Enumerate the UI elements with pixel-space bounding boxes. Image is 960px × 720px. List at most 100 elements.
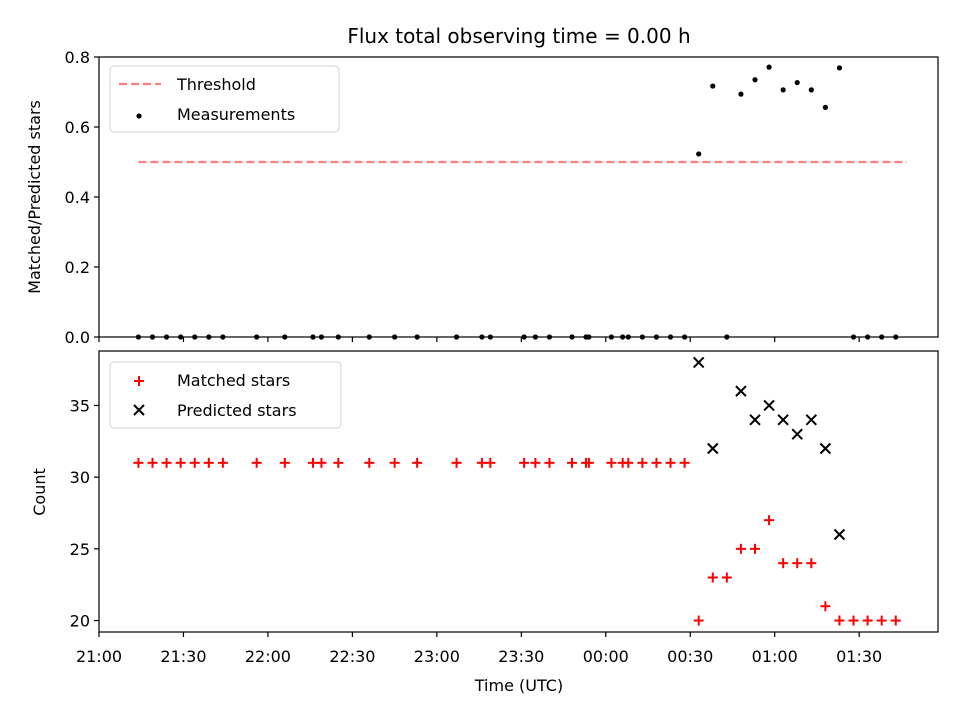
- matched-star-point: [161, 457, 172, 468]
- xtick-label: 00:00: [583, 647, 629, 666]
- measurement-point: [682, 334, 688, 340]
- matched-star-point: [764, 515, 775, 526]
- matched-star-point: [890, 615, 901, 626]
- bottom-ytick-label: 35: [70, 396, 90, 415]
- measurement-point: [192, 334, 198, 340]
- measurement-point: [822, 104, 828, 110]
- matched-star-point: [251, 457, 262, 468]
- measurement-point: [608, 334, 615, 340]
- matched-star-point: [792, 558, 803, 569]
- matched-star-point: [476, 457, 487, 468]
- measurement-point: [752, 77, 758, 83]
- xtick-label: 23:30: [498, 647, 544, 666]
- top-legend: Threshold Measurements: [109, 65, 340, 133]
- matched-star-point: [693, 615, 704, 626]
- legend-predicted-label: Predicted stars: [177, 401, 297, 420]
- matched-star-point: [806, 558, 817, 569]
- predicted-star-point: [833, 528, 846, 541]
- xtick-label: 21:00: [76, 647, 122, 666]
- top-ytick-label: 0.0: [65, 328, 90, 347]
- matched-star-point: [606, 457, 617, 468]
- xtick-label: 01:00: [752, 647, 798, 666]
- measurement-point: [178, 334, 184, 340]
- xtick-label: 00:30: [667, 647, 713, 666]
- measurement-point: [366, 334, 372, 340]
- predicted-star-point: [763, 399, 775, 412]
- matched-star-point: [217, 457, 228, 468]
- matched-star-point: [707, 572, 718, 583]
- matched-star-point: [530, 457, 541, 468]
- measurement-point: [625, 334, 631, 340]
- predicted-star-point: [735, 385, 747, 397]
- predicted-star-point: [791, 428, 803, 440]
- matched-star-point: [651, 457, 662, 468]
- measurement-point: [667, 334, 674, 340]
- top-ytick-label: 0.6: [65, 118, 90, 137]
- legend-measurements-swatch: [136, 113, 142, 119]
- x-axis-label: Time (UTC): [474, 676, 563, 695]
- matched-star-point: [862, 615, 873, 626]
- matched-star-point: [623, 457, 634, 468]
- measurement-point: [414, 334, 420, 340]
- matched-star-point: [749, 543, 760, 554]
- matched-star-point: [333, 457, 344, 468]
- bottom-ytick-label: 30: [70, 468, 90, 487]
- matched-star-point: [834, 615, 845, 626]
- matched-star-point: [147, 457, 158, 468]
- matched-star-point: [679, 457, 690, 468]
- top-ytick-label: 0.8: [65, 48, 90, 67]
- predicted-star-point: [777, 414, 789, 426]
- matched-star-point: [133, 457, 144, 468]
- measurement-point: [586, 334, 592, 340]
- top-panel: 0.00.20.40.60.8 Matched/Predicted stars …: [25, 48, 939, 347]
- matched-star-point: [451, 457, 462, 468]
- matched-star-point: [389, 457, 400, 468]
- predicted-star-point: [805, 414, 818, 426]
- matched-star-point: [820, 601, 831, 612]
- measurement-point: [282, 334, 288, 340]
- measurement-point: [865, 334, 871, 340]
- measurement-point: [696, 151, 702, 157]
- top-ylabel: Matched/Predicted stars: [25, 100, 44, 294]
- matched-star-point: [307, 457, 318, 468]
- measurement-point: [836, 65, 843, 71]
- legend-matched-label: Matched stars: [177, 371, 290, 390]
- measurement-point: [479, 334, 485, 340]
- measurement-point: [163, 334, 170, 340]
- legend-threshold-label: Threshold: [176, 75, 256, 94]
- measurement-point: [879, 334, 885, 340]
- top-ytick-label: 0.2: [65, 258, 90, 277]
- matched-star-point: [637, 457, 648, 468]
- measurement-point: [546, 334, 553, 340]
- matched-star-point: [544, 457, 555, 468]
- matched-star-point: [566, 457, 577, 468]
- measurement-point: [738, 91, 744, 97]
- matched-star-point: [189, 457, 200, 468]
- bottom-ylabel: Count: [30, 468, 49, 516]
- legend-matched-swatch: [134, 376, 144, 386]
- measurement-point: [724, 334, 730, 340]
- xtick-label: 23:00: [414, 647, 460, 666]
- matched-star-point: [876, 615, 887, 626]
- measurement-point: [620, 334, 626, 340]
- predicted-star-point: [692, 356, 705, 369]
- measurement-point: [893, 334, 899, 340]
- bottom-ytick-label: 20: [70, 612, 90, 631]
- matched-star-point: [848, 615, 859, 626]
- measurement-point: [149, 334, 156, 340]
- measurement-point: [766, 64, 772, 70]
- measurement-point: [639, 334, 645, 340]
- measurement-point: [487, 334, 493, 340]
- measurement-point: [310, 334, 316, 340]
- measurement-point: [254, 334, 260, 340]
- legend-predicted-swatch: [133, 404, 145, 416]
- matched-star-point: [665, 457, 676, 468]
- measurement-point: [135, 334, 142, 340]
- measurement-point: [710, 83, 716, 89]
- matched-star-point: [721, 572, 732, 583]
- measurement-point: [335, 334, 341, 340]
- xtick-label: 01:30: [836, 647, 882, 666]
- matched-star-point: [735, 543, 746, 554]
- matched-star-point: [412, 457, 423, 468]
- measurement-point: [569, 334, 575, 340]
